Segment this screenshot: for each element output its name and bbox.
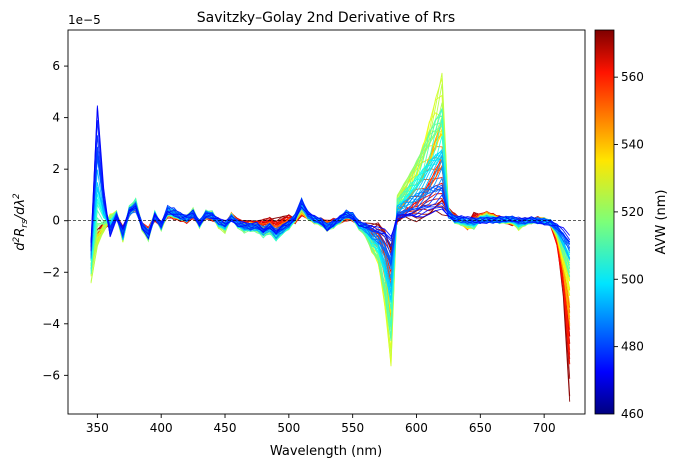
y-tick-label: 2 (52, 162, 60, 176)
spectrum-series-line (90, 105, 571, 243)
spectrum-series-line (90, 112, 571, 349)
y-label-part-exp1: 2 (12, 236, 22, 242)
spectrum-series-line (90, 156, 571, 320)
spectrum-series-line (90, 159, 571, 314)
colorbar-tick-label: 520 (621, 205, 644, 219)
spectrum-series-line (90, 153, 571, 265)
spectrum-series-line (90, 157, 571, 263)
y-axis: −6 −4 −2 0 2 4 6 (42, 59, 68, 382)
series-layer (90, 72, 571, 402)
y-tick-label: −6 (42, 368, 60, 382)
colorbar-tick-label: 460 (621, 407, 644, 421)
spectrum-series-line (90, 156, 571, 266)
spectrum-series-line (90, 107, 571, 244)
spectrum-series-line (90, 132, 571, 327)
y-axis-label: d2Rrs/dλ2 (12, 193, 30, 251)
spectrum-series-line (90, 155, 570, 260)
x-tick-label: 600 (405, 421, 428, 435)
spectrum-series-line (90, 135, 571, 294)
colorbar-tick-label: 560 (621, 70, 644, 84)
spectrum-series-line (90, 146, 571, 257)
y-label-part-exp2: 2 (12, 193, 22, 199)
spectrum-series-line (90, 155, 571, 330)
chart-title: Savitzky–Golay 2nd Derivative of Rrs (197, 10, 455, 26)
spectrum-series-line (90, 204, 571, 397)
spectrum-series-line (90, 83, 571, 340)
colorbar-tick-label: 540 (621, 138, 644, 152)
spectrum-series-line (90, 193, 571, 337)
spectrum-series-line (90, 119, 571, 247)
x-axis-label: Wavelength (nm) (270, 444, 382, 459)
colorbar (594, 29, 615, 415)
y-tick-label: 4 (52, 111, 60, 125)
y-label-part-r: R (13, 228, 28, 237)
spectrum-series-line (90, 135, 571, 251)
x-tick-label: 700 (533, 421, 556, 435)
y-tick-label: 6 (52, 59, 60, 73)
x-tick-label: 550 (341, 421, 364, 435)
spectrum-series-line (90, 146, 571, 325)
y-label-part-dlambda: /dλ (13, 199, 28, 220)
spectrum-series-line (90, 187, 571, 344)
spectrum-series-line (90, 209, 571, 402)
x-tick-label: 650 (469, 421, 492, 435)
colorbar-tick-label: 500 (621, 272, 644, 286)
y-tick-label: −2 (42, 265, 60, 279)
spectrum-series-line (90, 168, 571, 364)
x-axis: 350 400 450 500 550 600 650 700 (86, 414, 556, 435)
spectrum-series-line (90, 176, 571, 365)
x-tick-label: 350 (86, 421, 109, 435)
spectrum-series-line (90, 158, 571, 351)
plot-frame (67, 29, 586, 415)
y-label-part-d: d (13, 242, 28, 251)
x-tick-label: 450 (214, 421, 237, 435)
spectrum-series-line (90, 164, 571, 308)
y-tick-label: 0 (52, 214, 60, 228)
x-tick-label: 500 (277, 421, 300, 435)
y-label-part-rs: rs (20, 219, 30, 228)
x-tick-label: 400 (150, 421, 173, 435)
colorbar-ticks: 480 500 520 540 560 460 (614, 70, 644, 421)
spectrum-series-line (90, 102, 571, 327)
spectrum-series-line (90, 118, 571, 310)
spectrum-series-line (90, 94, 571, 364)
y-tick-label: −4 (42, 317, 60, 331)
spectrum-series-line (90, 166, 571, 313)
spectrum-series-line (90, 72, 571, 357)
spectrum-series-line (90, 182, 571, 355)
spectrum-series-line (90, 150, 571, 270)
spectrum-series-line (90, 151, 570, 263)
colorbar-label: AVW (nm) (654, 190, 669, 255)
spectrum-series-line (90, 122, 571, 312)
y-offset-label: 1e−5 (68, 13, 101, 27)
colorbar-tick-label: 480 (621, 340, 644, 354)
